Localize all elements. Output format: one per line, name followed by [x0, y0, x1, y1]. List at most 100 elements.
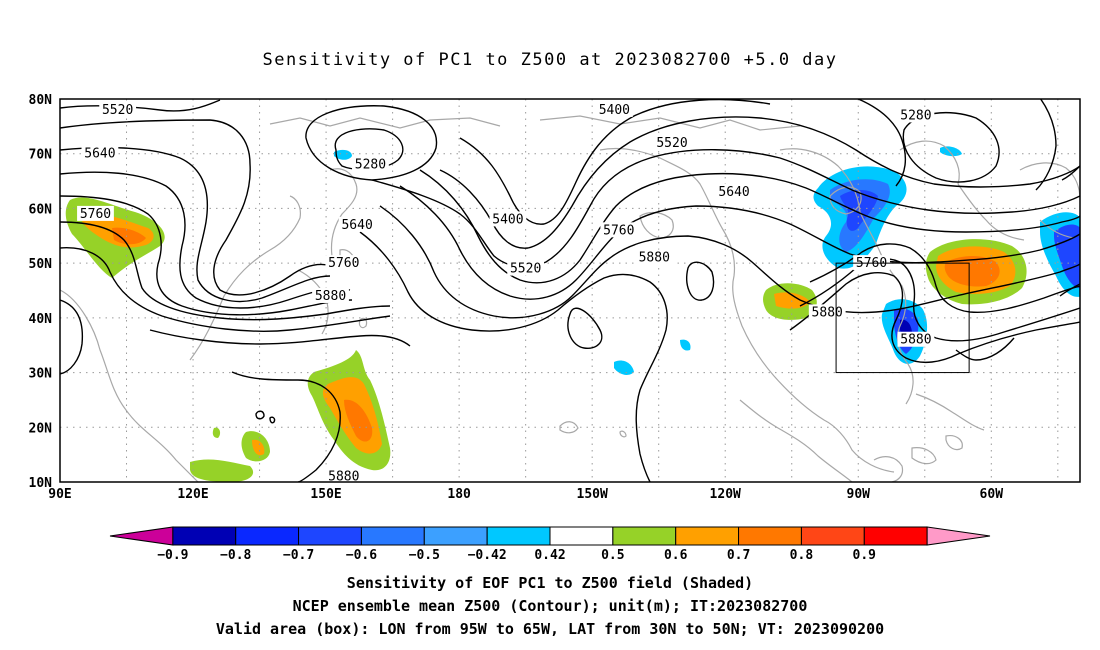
shade-blue3-canada — [840, 190, 878, 231]
contour-label-bg — [635, 249, 673, 265]
contour-label-bg — [853, 255, 890, 271]
colorbar-swatch — [423, 526, 488, 546]
coastline-layer — [60, 115, 1080, 482]
contour-label-bg — [653, 134, 691, 150]
contour-label-bg — [99, 101, 137, 117]
contour-label: 5760 — [603, 223, 634, 238]
contour-label-bg — [77, 205, 114, 221]
colorbar-tick-label: −0.5 — [409, 548, 440, 563]
colorbar-swatch — [486, 526, 551, 546]
colorbar-swatch — [863, 526, 928, 546]
contour-label-bg — [352, 156, 389, 172]
contour-label: 5400 — [492, 212, 523, 227]
contour-label-bg — [897, 107, 935, 123]
contour-label-bg — [312, 287, 349, 303]
colorbar: −0.9 −0.8 −0.7 −0.6 −0.5 −0.42 0.42 0.5 0.6 0.7 0.… — [109, 526, 991, 563]
shade-green-small-1 — [190, 459, 254, 482]
grid-layer — [60, 99, 1080, 482]
colorbar-swatch — [360, 526, 425, 546]
contour-label: 5880 — [812, 305, 843, 320]
map-frame — [59, 98, 1081, 483]
contour-label-bg — [489, 211, 527, 227]
shade-blue2-fareast — [1054, 224, 1080, 289]
contour-label: 5400 — [599, 103, 630, 118]
contour-label-bg — [600, 222, 638, 238]
shade-cyan-4 — [680, 339, 691, 351]
caption-valid-area: Valid area (box): LON from 95W to 65W, L… — [215, 620, 885, 638]
contour-label-bg — [81, 145, 119, 161]
contour-layer — [60, 99, 1080, 482]
contour-label-bg — [338, 216, 376, 232]
contour-label-bg — [325, 468, 363, 484]
caption-shaded-field: Sensitivity of EOF PC1 to Z500 field (Sh… — [346, 574, 754, 592]
contour-label-bg — [595, 101, 633, 117]
contour-label: 5520 — [510, 262, 541, 277]
lat-tick-labels: 10N 20N 30N 40N 50N 60N 70N 80N — [29, 93, 53, 491]
colorbar-tick-label: −0.6 — [346, 548, 377, 563]
colorbar-tick-label: 0.6 — [664, 548, 688, 563]
colorbar-tick-label: −0.8 — [220, 548, 251, 563]
lat-tick-label: 30N — [29, 367, 53, 382]
contour-label: 5280 — [355, 158, 386, 173]
colorbar-swatch — [298, 526, 362, 546]
contour-label: 5880 — [315, 289, 346, 304]
colorbar-tick-label: 0.8 — [790, 548, 814, 563]
colorbar-swatch — [612, 526, 677, 546]
colorbar-tick-label: −0.42 — [468, 548, 507, 563]
colorbar-tick-label: 0.7 — [727, 548, 750, 563]
colorbar-tick-label: −0.9 — [157, 548, 188, 563]
colorbar-swatch — [738, 526, 802, 546]
shade-orange-small-2 — [252, 439, 265, 456]
shade-cyan-1 — [334, 149, 352, 160]
lat-tick-label: 40N — [29, 312, 53, 327]
lon-tick-label: 90E — [48, 487, 71, 502]
contour-label-layer: 5520 5640 5760 5280 5640 5760 5880 5400 5520 5880… — [77, 101, 935, 485]
lon-tick-label: 180 — [447, 487, 471, 502]
shade-cyan-3 — [614, 360, 634, 375]
colorbar-tick-label: 0.9 — [853, 548, 876, 563]
contour-label: 5280 — [900, 108, 931, 123]
colorbar-tick-label: 0.42 — [534, 548, 565, 563]
contour-label: 5640 — [84, 147, 115, 162]
contour-label-bg — [715, 184, 753, 200]
contour-label: 5760 — [80, 207, 111, 222]
colorbar-swatch — [172, 526, 237, 546]
shade-green-small-3 — [212, 427, 221, 438]
lat-tick-label: 80N — [29, 93, 53, 108]
contour-label: 5880 — [900, 333, 931, 348]
lat-tick-label: 10N — [29, 476, 53, 491]
contour-label: 5520 — [656, 136, 687, 151]
contour-label: 5880 — [639, 251, 670, 266]
colorbar-swatch-max — [926, 526, 991, 546]
colorbar-swatch — [675, 526, 740, 546]
colorbar-tick-label: −0.7 — [283, 548, 314, 563]
shade-cyan-2 — [940, 146, 962, 157]
colorbar-tick-label: 0.5 — [601, 548, 624, 563]
lon-tick-label: 150E — [310, 487, 341, 502]
contour-label: 5520 — [102, 103, 133, 118]
lat-tick-label: 60N — [29, 202, 53, 217]
contour-label-bg — [507, 260, 545, 276]
shade-red-asia — [112, 227, 146, 245]
lon-tick-label: 120E — [177, 487, 208, 502]
colorbar-swatch — [549, 526, 614, 546]
lat-tick-label: 70N — [29, 148, 53, 163]
lon-tick-labels: 90E 120E 150E 180 150W 120W 90W 60W — [48, 487, 1003, 502]
contour-label-bg — [897, 331, 935, 347]
lon-tick-label: 90W — [847, 487, 871, 502]
lat-tick-label: 50N — [29, 257, 53, 272]
colorbar-swatch-min — [109, 526, 174, 546]
valid-area-box — [835, 262, 970, 374]
contour-label-bg — [325, 255, 363, 271]
contour-label: 5640 — [718, 185, 749, 200]
lon-tick-label: 120W — [710, 487, 741, 502]
shade-red-wpac — [344, 399, 373, 442]
contour-label: 5880 — [328, 470, 359, 485]
lon-tick-label: 150W — [577, 487, 608, 502]
lat-tick-label: 20N — [29, 421, 53, 436]
colorbar-swatch — [800, 526, 865, 546]
contour-label: 5640 — [341, 218, 372, 233]
contour-label: 5760 — [328, 256, 359, 271]
